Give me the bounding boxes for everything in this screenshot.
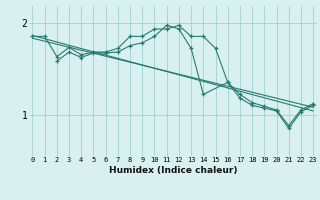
X-axis label: Humidex (Indice chaleur): Humidex (Indice chaleur) [108, 166, 237, 175]
